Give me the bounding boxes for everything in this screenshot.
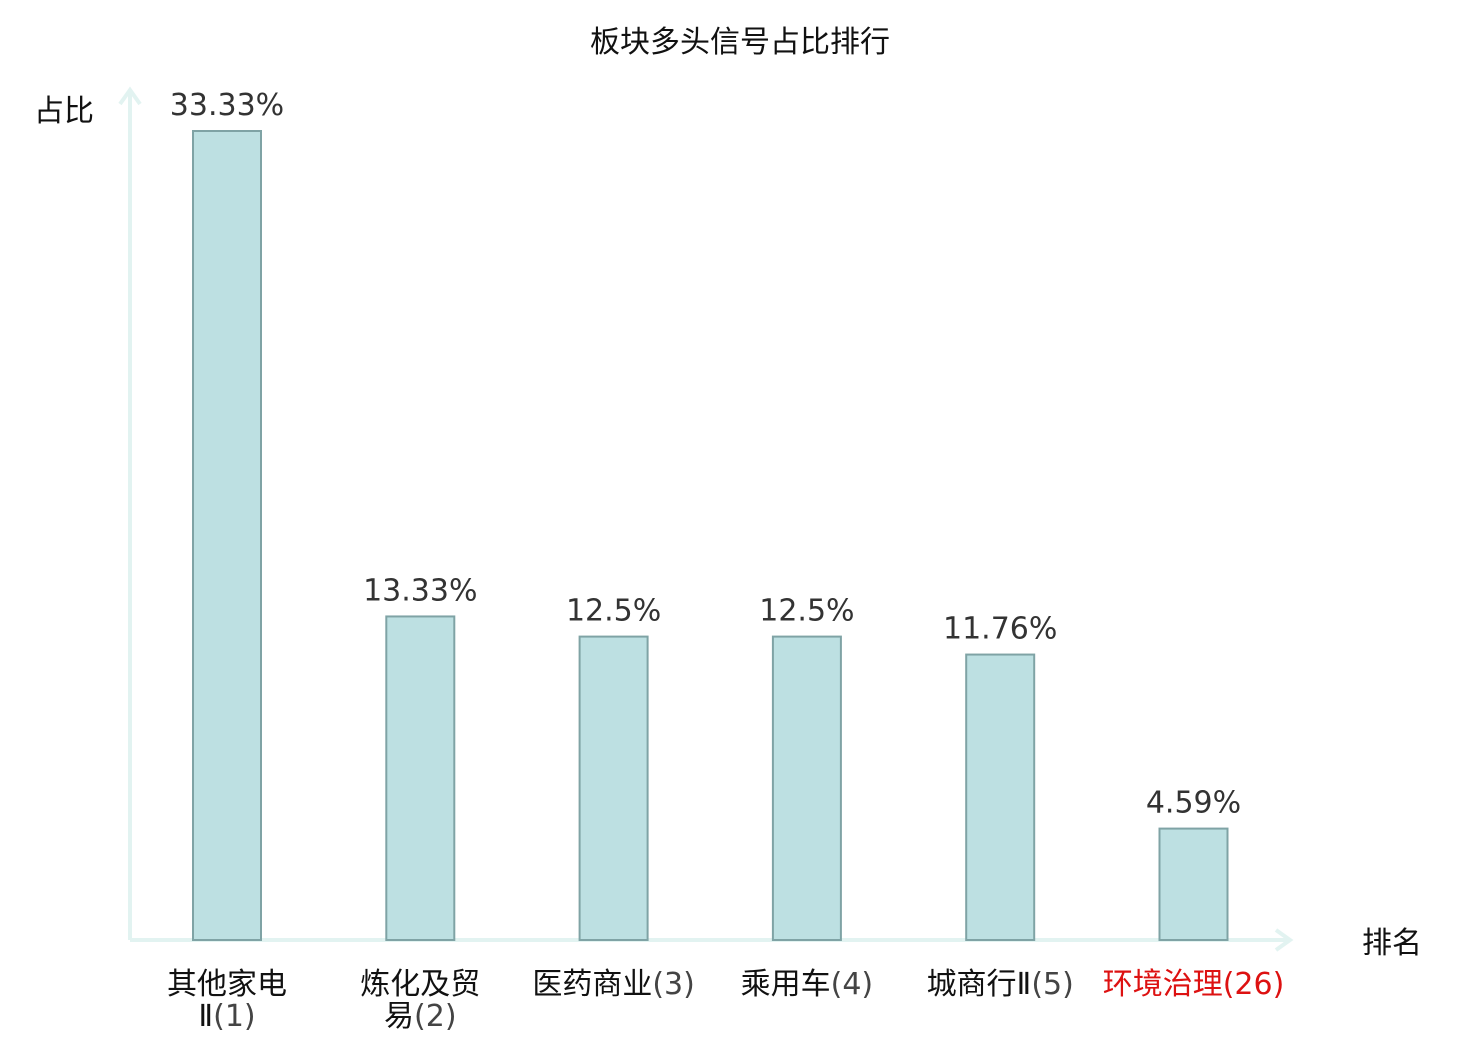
- value-label: 12.5%: [759, 594, 854, 629]
- bar: [385, 615, 456, 941]
- category-label: Ⅱ(1): [198, 999, 255, 1034]
- y-axis-label: 占比: [34, 94, 94, 129]
- bar: [771, 635, 842, 941]
- bar: [965, 653, 1036, 942]
- value-label: 33.33%: [170, 88, 284, 123]
- category-label: 易(2): [384, 999, 457, 1034]
- value-label: 4.59%: [1146, 786, 1241, 821]
- value-label: 12.5%: [566, 594, 661, 629]
- axes: [118, 86, 1294, 952]
- bar: [1158, 827, 1229, 941]
- x-axis-label: 排名: [1362, 926, 1422, 961]
- y-axis-arrow: [118, 86, 142, 106]
- x-axis-arrow: [1274, 928, 1294, 952]
- value-labels: 33.33% 13.33% 12.5% 12.5% 11.76% 4.59%: [170, 88, 1241, 821]
- value-label: 13.33%: [363, 573, 477, 608]
- chart-title: 板块多头信号占比排行: [590, 25, 890, 60]
- bars: [192, 130, 1229, 942]
- bar: [578, 635, 649, 941]
- value-label: 11.76%: [943, 612, 1057, 647]
- category-label: 城商行Ⅱ(5): [927, 967, 1074, 1002]
- category-label: 炼化及贸: [360, 967, 480, 1002]
- category-label: 医药商业(3): [532, 967, 695, 1002]
- category-label: 环境治理(26): [1103, 967, 1285, 1002]
- category-label: 其他家电: [167, 967, 287, 1002]
- category-label: 乘用车(4): [741, 967, 874, 1002]
- bar: [192, 130, 262, 941]
